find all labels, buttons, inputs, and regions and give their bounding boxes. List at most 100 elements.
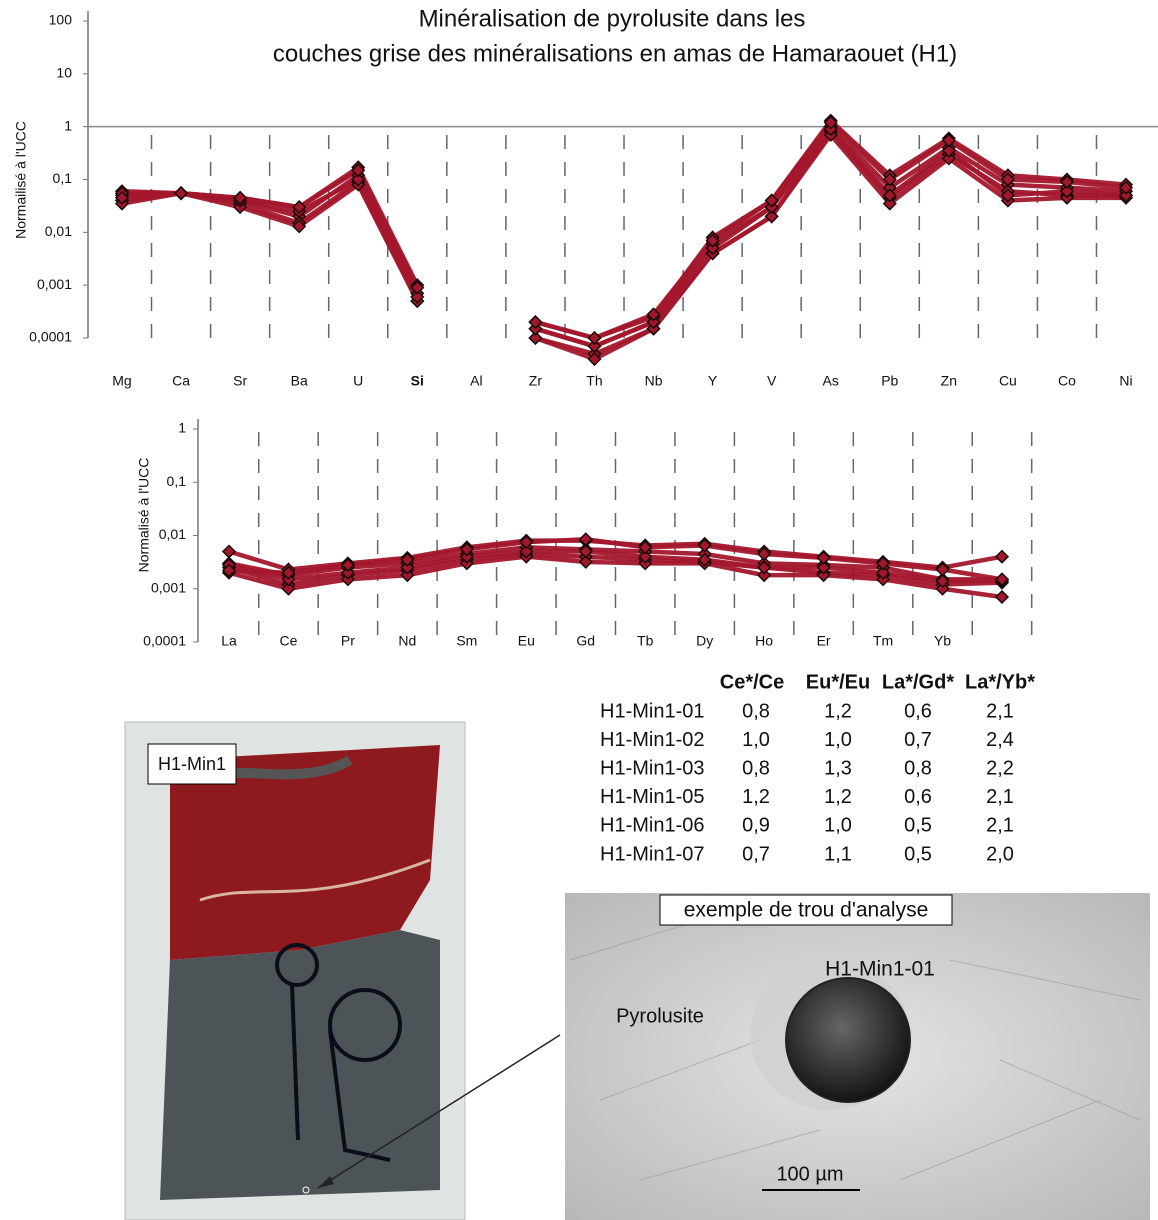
data-marker — [400, 560, 415, 575]
data-marker — [1059, 184, 1075, 199]
x-tick-label: Yb — [934, 633, 951, 649]
x-tick-label: Cu — [999, 373, 1017, 389]
x-tick-label: Y — [708, 373, 718, 389]
sem-mineral-label: Pyrolusite — [616, 1005, 704, 1027]
data-marker — [340, 565, 355, 580]
data-marker — [941, 133, 956, 148]
sample-photo: H1-Min1 — [124, 721, 466, 1220]
x-tick-label: Tm — [873, 633, 893, 649]
sem-caption-box — [659, 894, 953, 926]
chart-title: couches grise des minéralisations en ama… — [273, 40, 957, 67]
data-marker — [705, 233, 720, 248]
y-tick-label: 0,1 — [167, 473, 187, 489]
x-tick-label: Si — [411, 373, 424, 389]
chart-title: Minéralisation de pyrolusite dans les — [419, 5, 806, 32]
x-tick-label: Th — [586, 373, 602, 389]
table-cell: 0,8 — [742, 757, 770, 779]
y-tick-label: 1 — [178, 420, 186, 436]
data-marker — [221, 563, 237, 578]
table-cell: 1,2 — [824, 700, 852, 722]
table-cell: 0,5 — [904, 843, 932, 865]
x-tick-label: La — [221, 633, 237, 649]
data-marker — [221, 544, 237, 559]
photo-label: H1-Min1 — [158, 754, 226, 774]
table-row-label: H1-Min1-02 — [600, 729, 704, 751]
x-tick-label: Ni — [1119, 373, 1132, 389]
table-cell: 2,4 — [986, 729, 1014, 751]
table-cell: 0,7 — [904, 729, 932, 751]
data-marker — [882, 172, 897, 187]
table-header: Eu*/Eu — [806, 671, 870, 693]
data-marker — [757, 546, 772, 562]
data-marker — [292, 219, 307, 234]
data-marker — [816, 560, 831, 575]
x-tick-label: Ce — [280, 633, 298, 649]
table-cell: 0,5 — [904, 815, 932, 837]
series-line — [228, 545, 1002, 582]
table-cell: 1,2 — [824, 786, 852, 808]
data-marker — [941, 143, 956, 158]
y-axis-label: Normalisé à l'UCC — [136, 458, 152, 573]
photo-label-box — [147, 743, 237, 785]
data-marker — [697, 552, 712, 567]
x-tick-label: Zn — [941, 373, 957, 389]
table-row-label: H1-Min1-01 — [600, 700, 704, 722]
data-marker — [459, 549, 474, 564]
y-tick-label: 0,1 — [53, 170, 73, 186]
data-marker — [578, 544, 593, 559]
y-tick-label: 0,001 — [151, 579, 186, 595]
y-tick-label: 0,0001 — [143, 633, 186, 649]
data-marker — [875, 556, 891, 571]
table-row-label: H1-Min1-06 — [600, 815, 704, 837]
table-cell: 2,1 — [986, 815, 1014, 837]
data-marker — [410, 280, 425, 295]
data-marker — [646, 315, 661, 330]
data-marker — [941, 151, 956, 166]
photo-vein — [199, 858, 431, 902]
series-line — [534, 126, 1127, 349]
table-cell: 2,1 — [986, 700, 1014, 722]
data-marker — [697, 538, 712, 553]
data-marker — [882, 196, 897, 211]
data-marker — [400, 552, 415, 567]
data-marker — [410, 289, 425, 304]
table-header: Ce*/Ce — [720, 671, 784, 693]
analysis-hole — [785, 977, 911, 1103]
x-tick-label: Tb — [637, 633, 654, 649]
table-cell: 0,6 — [904, 700, 932, 722]
table-cell: 1,0 — [824, 729, 852, 751]
table-cell: 1,2 — [742, 786, 770, 808]
ratio-table: Ce*/Ce Eu*/Eu La*/Gd* La*/Yb* H1-Min1-01 0,8 1… — [600, 671, 1035, 865]
data-marker — [764, 209, 779, 224]
y-tick-label: 0,01 — [45, 223, 72, 239]
table-cell: 0,6 — [904, 786, 932, 808]
data-marker — [528, 315, 543, 330]
x-tick-label: Ba — [291, 373, 308, 389]
sem-texture — [569, 919, 1141, 1181]
table-cell: 2,0 — [986, 843, 1014, 865]
data-marker — [638, 549, 653, 564]
data-marker — [114, 190, 130, 205]
data-marker — [823, 115, 838, 130]
data-marker — [400, 568, 415, 583]
series-line — [228, 537, 1003, 582]
data-marker — [528, 330, 543, 346]
data-marker — [994, 549, 1010, 564]
x-tick-label: Pb — [881, 373, 898, 389]
data-marker — [519, 535, 534, 550]
photo-drawing — [275, 943, 402, 1162]
x-tick-label: U — [353, 373, 363, 389]
data-marker — [1059, 174, 1075, 189]
data-marker — [1000, 188, 1015, 203]
photo-red-layer — [170, 745, 440, 960]
y-tick-label: 100 — [49, 12, 73, 28]
data-marker — [935, 581, 950, 596]
table-cell: 1,0 — [824, 815, 852, 837]
data-marker — [519, 544, 534, 559]
x-tick-label: Ca — [172, 373, 190, 389]
data-marker — [1118, 180, 1134, 195]
x-tick-label: Pr — [341, 633, 355, 649]
data-marker — [281, 581, 296, 596]
